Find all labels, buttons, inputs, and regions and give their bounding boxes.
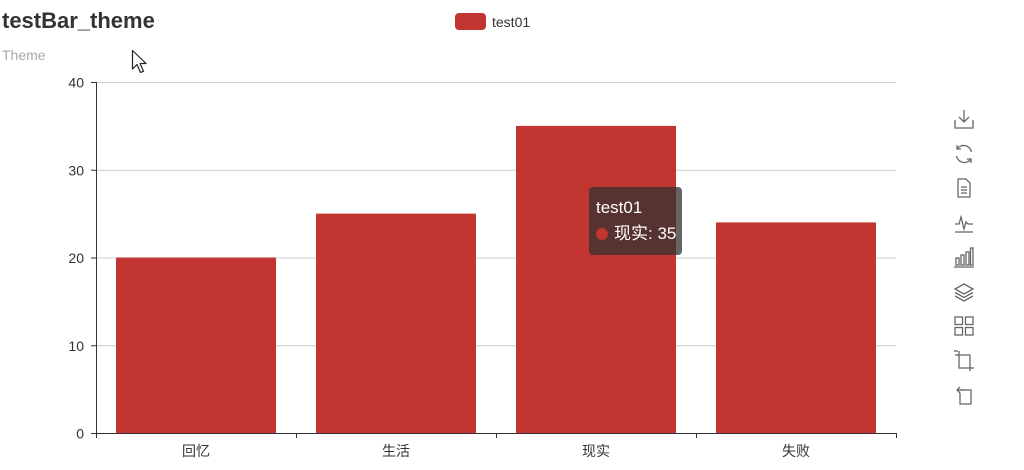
tooltip-value: 35 bbox=[657, 224, 677, 243]
chart-title: testBar_theme bbox=[2, 8, 155, 33]
tooltip-series: test01 bbox=[596, 198, 643, 217]
data-zoom-icon[interactable] bbox=[951, 348, 977, 374]
y-tick-label: 20 bbox=[68, 250, 84, 266]
y-tick-label: 40 bbox=[68, 75, 84, 91]
x-tick-label: 失败 bbox=[782, 444, 810, 460]
y-tick-label: 10 bbox=[68, 338, 84, 354]
tooltip-category: 现实 bbox=[614, 224, 648, 243]
x-tick-label: 生活 bbox=[382, 444, 410, 460]
line-chart-icon[interactable] bbox=[951, 210, 977, 236]
toolbox bbox=[951, 106, 977, 417]
bar-chart-icon[interactable] bbox=[951, 244, 977, 270]
bar-失败 bbox=[716, 222, 876, 433]
legend-swatch bbox=[455, 13, 486, 30]
restore-icon[interactable] bbox=[951, 141, 977, 167]
tooltip-row: 现实: 35 bbox=[596, 221, 676, 247]
zoom-reset-icon[interactable] bbox=[951, 382, 977, 408]
y-tick-label: 30 bbox=[68, 162, 84, 178]
tooltip: test01 现实: 35 bbox=[589, 187, 683, 255]
bar-回忆 bbox=[116, 257, 276, 433]
bar-生活 bbox=[316, 213, 476, 433]
chart-subtitle: Theme bbox=[2, 47, 46, 63]
x-tick-label: 回忆 bbox=[182, 444, 210, 460]
legend-label: test01 bbox=[492, 13, 531, 30]
tiled-icon[interactable] bbox=[951, 313, 977, 339]
y-tick-label: 0 bbox=[76, 426, 84, 442]
tooltip-dot bbox=[596, 228, 608, 240]
legend-item-test01[interactable]: test01 bbox=[455, 13, 530, 30]
data-view-icon[interactable] bbox=[951, 175, 977, 201]
bar-现实 bbox=[516, 125, 676, 433]
mouse-cursor-icon bbox=[131, 49, 147, 74]
stack-icon[interactable] bbox=[951, 279, 977, 305]
x-tick-label: 现实 bbox=[582, 444, 610, 460]
save-as-image-icon[interactable] bbox=[951, 106, 977, 132]
